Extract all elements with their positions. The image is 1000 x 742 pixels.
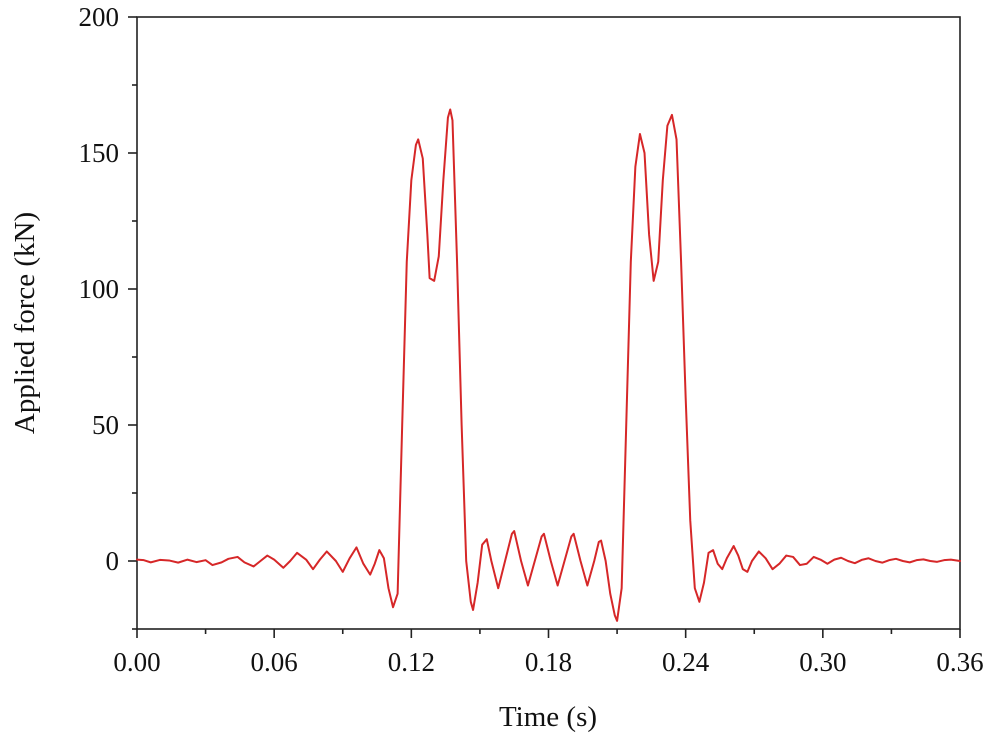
y-tick-label: 200 [79,2,120,32]
x-axis-title: Time (s) [499,701,597,733]
plot-frame [136,16,961,630]
y-tick-label: 0 [106,546,120,576]
x-tick-label: 0.12 [388,647,435,677]
y-tick-label: 100 [79,274,120,304]
x-tick-label: 0.06 [251,647,298,677]
y-tick-labels: 0 50 100 150 200 [79,2,120,576]
tick-marks [128,16,961,638]
x-tick-label: 0.36 [936,647,983,677]
y-tick-label: 50 [92,410,119,440]
y-tick-label: 150 [79,138,120,168]
x-tick-labels: 0.00 0.06 0.12 0.18 0.24 0.30 0.36 [113,647,983,677]
y-axis-title: Applied force (kN) [9,212,41,434]
x-tick-label: 0.18 [525,647,572,677]
series-layer [136,108,961,622]
x-tick-label: 0.00 [113,647,160,677]
x-tick-label: 0.30 [799,647,846,677]
x-tick-label: 0.24 [662,647,710,677]
series-line-1 [136,108,961,622]
